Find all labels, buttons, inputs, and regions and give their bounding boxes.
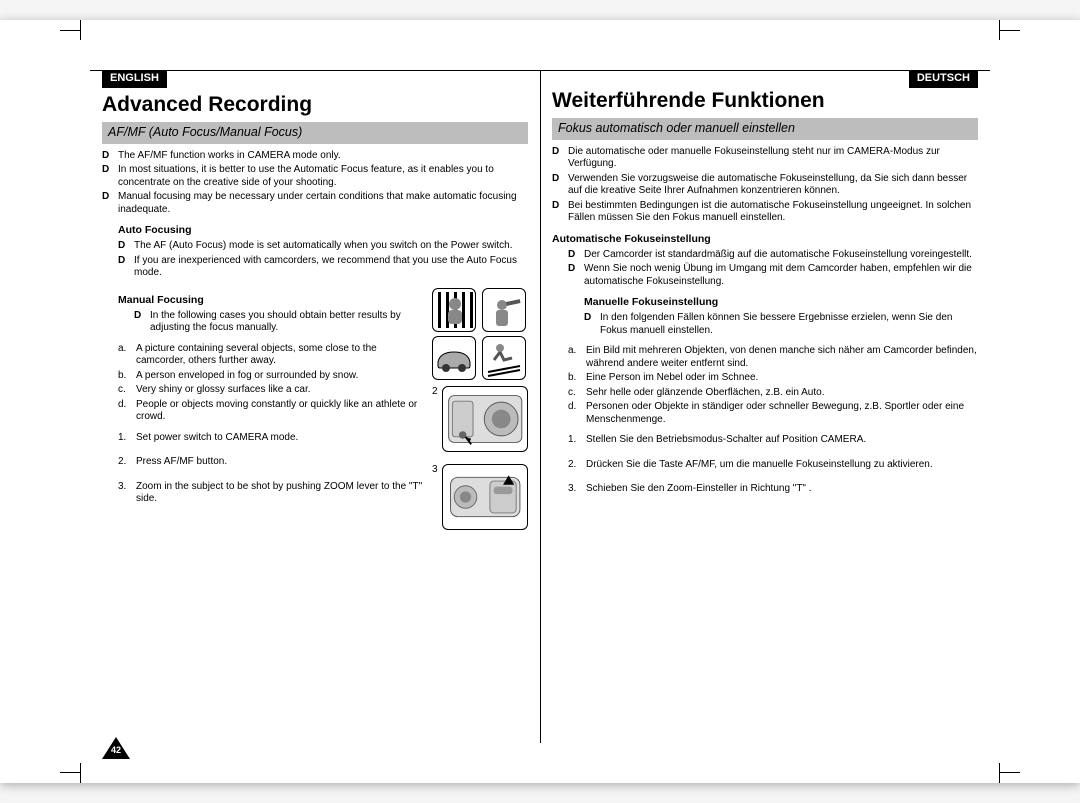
manual-focus-heading: Manuelle Fokuseinstellung	[552, 296, 978, 309]
step-marker: 1.	[118, 432, 136, 445]
bullet-d: D	[568, 249, 584, 262]
illustration-number: 3	[432, 464, 438, 477]
intro-text: Manual focusing may be necessary under c…	[118, 191, 528, 216]
step-text: Press AF/MF button.	[136, 456, 424, 469]
letter-text: Ein Bild mit mehreren Objekten, von dene…	[586, 345, 978, 370]
letter-marker: c.	[568, 387, 586, 400]
crop-mark	[80, 20, 81, 40]
bullet-d: D	[552, 200, 568, 225]
letter-marker: b.	[118, 370, 136, 383]
illustration-column: 2	[432, 288, 528, 542]
auto-text: The AF (Auto Focus) mode is set automati…	[134, 240, 528, 253]
auto-text: Der Camcorder ist standardmäßig auf die …	[584, 249, 978, 262]
letter-marker: c.	[118, 384, 136, 397]
intro-list: DDie automatische oder manuelle Fokusein…	[552, 146, 978, 225]
letter-text: Personen oder Objekte in ständiger oder …	[586, 401, 978, 426]
letter-marker: d.	[568, 401, 586, 426]
auto-text: If you are inexperienced with camcorders…	[134, 255, 528, 280]
letter-text: A picture containing several objects, so…	[136, 343, 424, 368]
letter-marker: b.	[568, 372, 586, 385]
auto-focus-list: DDer Camcorder ist standardmäßig auf die…	[552, 249, 978, 289]
letter-text: Eine Person im Nebel oder im Schnee.	[586, 372, 978, 385]
crop-mark	[999, 20, 1000, 40]
steps-list: 1.Stellen Sie den Betriebsmodus-Schalter…	[552, 434, 978, 496]
intro-text: Bei bestimmten Bedingungen ist die autom…	[568, 200, 978, 225]
intro-text: In most situations, it is better to use …	[118, 164, 528, 189]
crop-mark	[60, 772, 80, 773]
language-tag-deutsch: DEUTSCH	[909, 70, 978, 88]
right-column-deutsch: DEUTSCH Weiterführende Funktionen Fokus …	[540, 71, 990, 743]
illustration-camcorder-top-icon	[442, 464, 528, 530]
letter-list: a.A picture containing several objects, …	[102, 343, 424, 424]
illustration-skier-icon	[482, 336, 526, 380]
crop-mark	[1000, 30, 1020, 31]
letter-marker: d.	[118, 399, 136, 424]
intro-text: Verwenden Sie vorzugsweise die automatis…	[568, 173, 978, 198]
letter-marker: a.	[568, 345, 586, 370]
letter-text: Very shiny or glossy surfaces like a car…	[136, 384, 424, 397]
section-title: Advanced Recording	[102, 92, 528, 118]
letter-list: a.Ein Bild mit mehreren Objekten, von de…	[552, 345, 978, 426]
letter-text: A person enveloped in fog or surrounded …	[136, 370, 424, 383]
bullet-d: D	[102, 150, 118, 163]
illustration-number: 2	[432, 386, 438, 399]
auto-text: Wenn Sie noch wenig Übung im Umgang mit …	[584, 263, 978, 288]
illustration-car-icon	[432, 336, 476, 380]
intro-text: Die automatische oder manuelle Fokuseins…	[568, 146, 978, 171]
step-marker: 2.	[568, 459, 586, 472]
manual-page: ENGLISH Advanced Recording AF/MF (Auto F…	[0, 20, 1080, 783]
bullet-d: D	[134, 310, 150, 335]
letter-text: People or objects moving constantly or q…	[136, 399, 424, 424]
illustration-telescope-icon	[482, 288, 526, 332]
manual-focus-block: Manual Focusing DIn the following cases …	[102, 288, 528, 542]
illustration-prisoner-icon	[432, 288, 476, 332]
bullet-d: D	[118, 240, 134, 253]
page-spread: ENGLISH Advanced Recording AF/MF (Auto F…	[90, 70, 990, 743]
section-subhead: AF/MF (Auto Focus/Manual Focus)	[102, 122, 528, 144]
bullet-d: D	[118, 255, 134, 280]
step-marker: 3.	[118, 481, 136, 506]
left-column-english: ENGLISH Advanced Recording AF/MF (Auto F…	[90, 71, 540, 743]
illustration-grid	[432, 288, 528, 380]
bullet-d: D	[584, 312, 600, 337]
page-number: 42	[107, 745, 125, 756]
manual-d-list: DIn den folgenden Fällen können Sie bess…	[552, 312, 978, 337]
manual-d-text: In the following cases you should obtain…	[150, 310, 424, 335]
bullet-d: D	[552, 173, 568, 198]
step-marker: 1.	[568, 434, 586, 447]
manual-focus-heading: Manual Focusing	[102, 294, 424, 307]
step-text: Schieben Sie den Zoom-Einsteller in Rich…	[586, 483, 978, 496]
manual-focus-text: Manual Focusing DIn the following cases …	[102, 288, 424, 542]
bullet-d: D	[568, 263, 584, 288]
intro-list: DThe AF/MF function works in CAMERA mode…	[102, 150, 528, 217]
section-title: Weiterführende Funktionen	[552, 88, 978, 114]
step-text: Drücken Sie die Taste AF/MF, um die manu…	[586, 459, 978, 472]
auto-focus-heading: Automatische Fokuseinstellung	[552, 233, 978, 246]
crop-mark	[999, 763, 1000, 783]
section-subhead: Fokus automatisch oder manuell einstelle…	[552, 118, 978, 140]
steps-list: 1.Set power switch to CAMERA mode. 2.Pre…	[102, 432, 424, 506]
step-text: Zoom in the subject to be shot by pushin…	[136, 481, 424, 506]
step-marker: 3.	[568, 483, 586, 496]
bullet-d: D	[102, 164, 118, 189]
manual-d-list: DIn the following cases you should obtai…	[102, 310, 424, 335]
intro-text: The AF/MF function works in CAMERA mode …	[118, 150, 528, 163]
bullet-d: D	[552, 146, 568, 171]
crop-mark	[80, 763, 81, 783]
crop-mark	[60, 30, 80, 31]
auto-focus-list: DThe AF (Auto Focus) mode is set automat…	[102, 240, 528, 280]
letter-text: Sehr helle oder glänzende Oberflächen, z…	[586, 387, 978, 400]
manual-d-text: In den folgenden Fällen können Sie besse…	[600, 312, 978, 337]
step-text: Stellen Sie den Betriebsmodus-Schalter a…	[586, 434, 978, 447]
triangle-icon: 42	[102, 737, 130, 759]
crop-mark	[1000, 772, 1020, 773]
bullet-d: D	[102, 191, 118, 216]
auto-focus-heading: Auto Focusing	[102, 224, 528, 237]
step-marker: 2.	[118, 456, 136, 469]
language-tag-english: ENGLISH	[102, 70, 167, 88]
letter-marker: a.	[118, 343, 136, 368]
illustration-camcorder-front-icon	[442, 386, 528, 452]
step-text: Set power switch to CAMERA mode.	[136, 432, 424, 445]
